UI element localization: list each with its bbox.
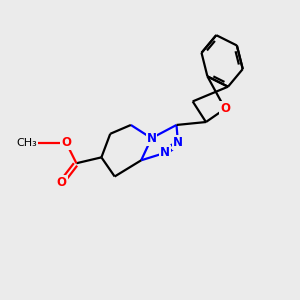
- Text: N: N: [160, 146, 170, 159]
- Text: O: O: [61, 136, 71, 149]
- Text: N: N: [173, 136, 183, 149]
- Text: N: N: [146, 132, 157, 145]
- Text: CH₃: CH₃: [16, 138, 37, 148]
- Text: O: O: [57, 176, 67, 189]
- Text: O: O: [220, 102, 230, 115]
